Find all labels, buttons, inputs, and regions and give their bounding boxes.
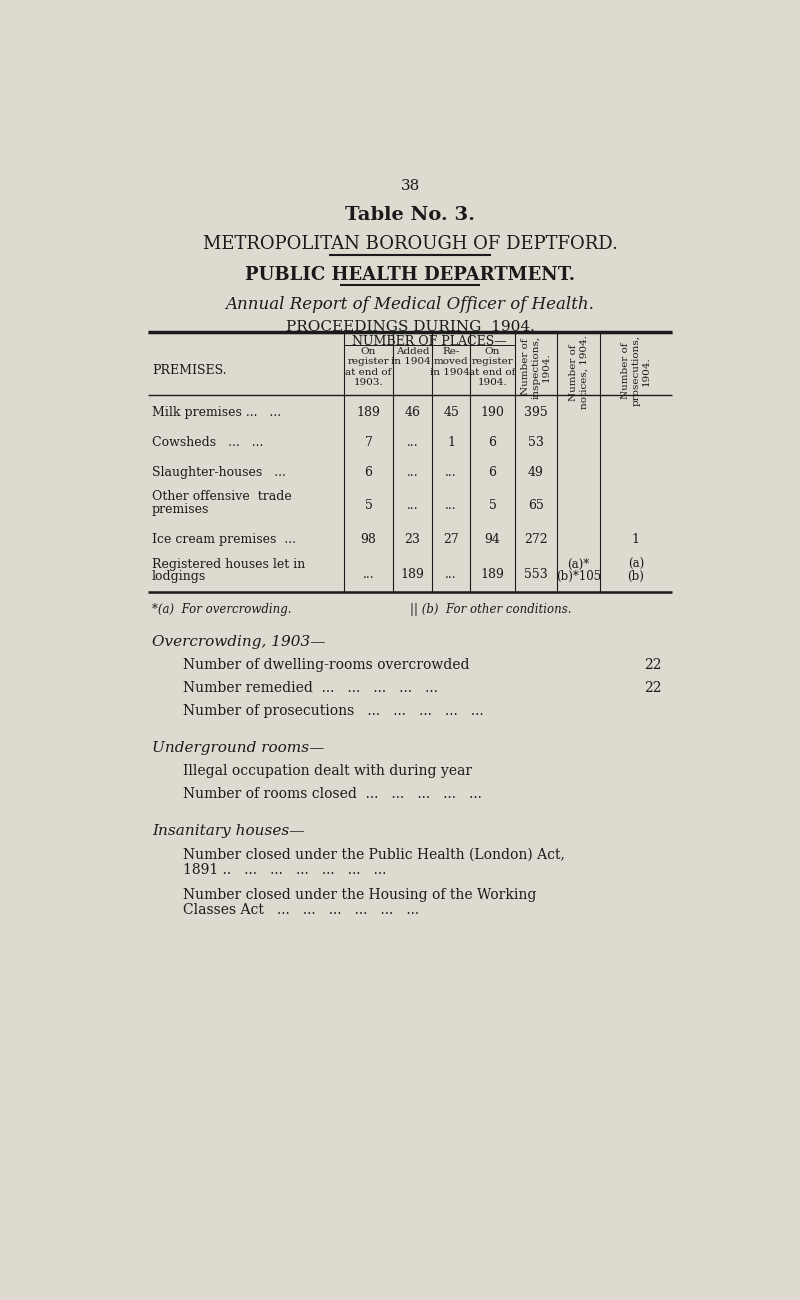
Text: PUBLIC HEALTH DEPARTMENT.: PUBLIC HEALTH DEPARTMENT. [245,266,575,285]
Text: premises: premises [152,503,210,516]
Text: 1: 1 [632,533,640,546]
Text: ...: ... [406,499,418,512]
Text: 1891 ..   ...   ...   ...   ...   ...   ...: 1891 .. ... ... ... ... ... ... [183,863,386,878]
Text: 45: 45 [443,406,459,419]
Text: Registered houses let in: Registered houses let in [152,558,305,571]
Text: Milk premises ...   ...: Milk premises ... ... [152,406,281,419]
Text: 27: 27 [443,533,459,546]
Text: 53: 53 [528,437,544,450]
Text: 553: 553 [524,568,548,581]
Text: 6: 6 [365,465,373,478]
Text: 5: 5 [365,499,373,512]
Text: Cowsheds   ...   ...: Cowsheds ... ... [152,437,263,450]
Text: 1: 1 [447,437,455,450]
Text: 94: 94 [485,533,501,546]
Text: Annual Report of Medical Officer of Health.: Annual Report of Medical Officer of Heal… [226,296,594,313]
Text: 6: 6 [489,465,497,478]
Text: 5: 5 [489,499,497,512]
Text: 272: 272 [524,533,548,546]
Text: Classes Act   ...   ...   ...   ...   ...   ...: Classes Act ... ... ... ... ... ... [183,903,419,916]
Text: ...: ... [406,437,418,450]
Text: Re-
moved
in 1904.: Re- moved in 1904. [430,347,473,377]
Text: 23: 23 [404,533,420,546]
Text: Overcrowding, 1903—: Overcrowding, 1903— [152,634,326,649]
Text: Insanitary houses—: Insanitary houses— [152,824,305,839]
Text: Number of rooms closed  ...   ...   ...   ...   ...: Number of rooms closed ... ... ... ... .… [183,788,482,801]
Text: 22: 22 [644,658,662,672]
Text: 189: 189 [400,568,424,581]
Text: 22: 22 [644,681,662,696]
Text: (a): (a) [628,558,644,571]
Text: On
register
at end of
1903.: On register at end of 1903. [346,347,392,387]
Text: Table No. 3.: Table No. 3. [345,205,475,224]
Text: 65: 65 [528,499,544,512]
Text: 7: 7 [365,437,373,450]
Text: PREMISES.: PREMISES. [152,364,226,377]
Text: Number closed under the Public Health (London) Act,: Number closed under the Public Health (L… [183,848,565,862]
Text: Number remedied  ...   ...   ...   ...   ...: Number remedied ... ... ... ... ... [183,681,438,696]
Text: 395: 395 [524,406,548,419]
Text: (a)*: (a)* [567,558,590,571]
Text: ...: ... [446,568,457,581]
Text: Number of
prosecutions,
1904.: Number of prosecutions, 1904. [621,335,651,407]
Text: Slaughter-houses   ...: Slaughter-houses ... [152,465,286,478]
Text: ...: ... [446,465,457,478]
Text: Underground rooms—: Underground rooms— [152,741,324,755]
Text: lodgings: lodgings [152,571,206,584]
Text: 189: 189 [357,406,381,419]
Text: PROCEEDINGS DURING  1904.: PROCEEDINGS DURING 1904. [286,320,534,334]
Text: 46: 46 [404,406,420,419]
Text: METROPOLITAN BOROUGH OF DEPTFORD.: METROPOLITAN BOROUGH OF DEPTFORD. [202,235,618,254]
Text: 189: 189 [481,568,505,581]
Text: Number of dwelling-rooms overcrowded: Number of dwelling-rooms overcrowded [183,658,470,672]
Text: ...: ... [362,568,374,581]
Text: NUMBER OF PLACES—: NUMBER OF PLACES— [352,335,506,348]
Text: Added
in 1904.: Added in 1904. [391,347,434,367]
Text: *(a)  For overcrowding.: *(a) For overcrowding. [152,603,291,616]
Text: ...: ... [406,465,418,478]
Text: (b): (b) [627,571,644,584]
Text: 6: 6 [489,437,497,450]
Text: (b)*105: (b)*105 [556,571,601,584]
Text: 49: 49 [528,465,544,478]
Text: 98: 98 [361,533,377,546]
Text: Ice cream premises  ...: Ice cream premises ... [152,533,296,546]
Text: || (b)  For other conditions.: || (b) For other conditions. [410,603,571,616]
Text: Number of
notices, 1904.: Number of notices, 1904. [569,335,588,410]
Text: Illegal occupation dealt with during year: Illegal occupation dealt with during yea… [183,764,472,779]
Text: On
register
at end of
1904.: On register at end of 1904. [470,347,516,387]
Text: ...: ... [446,499,457,512]
Text: Number of prosecutions   ...   ...   ...   ...   ...: Number of prosecutions ... ... ... ... .… [183,705,483,718]
Text: Number closed under the Housing of the Working: Number closed under the Housing of the W… [183,888,536,901]
Text: Other offensive  trade: Other offensive trade [152,490,292,503]
Text: 38: 38 [400,179,420,194]
Text: Number of
inspections,
1904.: Number of inspections, 1904. [521,335,551,399]
Text: 190: 190 [481,406,505,419]
